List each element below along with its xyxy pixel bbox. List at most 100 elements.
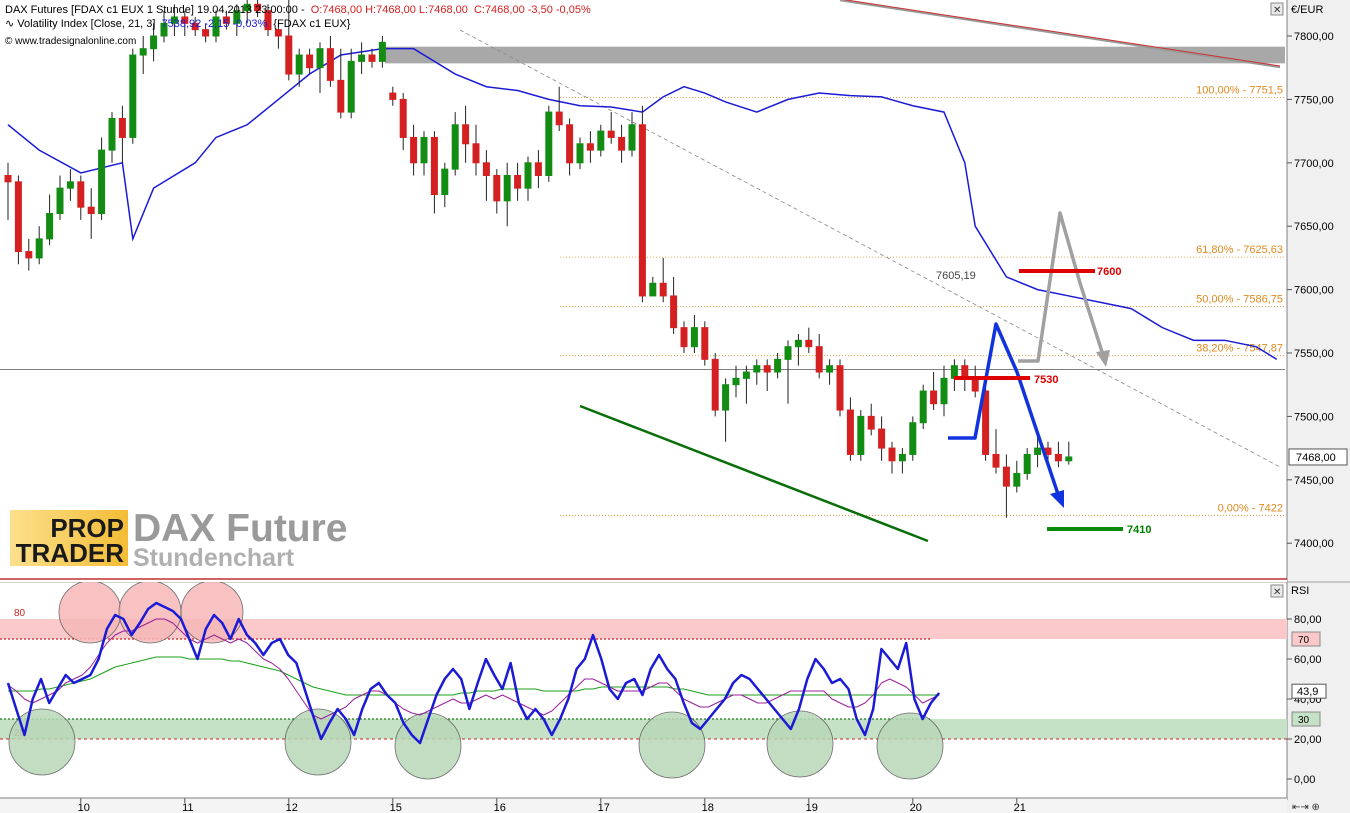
candle-body	[118, 117, 126, 138]
candle-body	[545, 111, 553, 176]
candle	[618, 124, 626, 163]
resistance-zone-band	[385, 46, 1285, 64]
candle	[1023, 448, 1031, 480]
candle-body	[482, 162, 490, 176]
time-tick-label: 11	[182, 802, 193, 813]
instrument-label: DAX Futures [FDAX c1 EUX 1 Stunde] 19.04…	[5, 4, 305, 16]
candle	[295, 48, 303, 87]
price-tick-label: 7750,00	[1294, 94, 1334, 106]
candle-body	[1023, 453, 1031, 474]
candle-body	[233, 10, 241, 24]
candle	[98, 137, 106, 220]
candle	[794, 333, 802, 366]
chart-subtitle: Stundenchart	[133, 544, 295, 572]
candle-body	[930, 390, 938, 405]
candle	[316, 42, 324, 94]
candle-body	[285, 35, 293, 75]
candle	[462, 105, 470, 163]
candle	[66, 169, 74, 201]
price-tick-label: 7550,00	[1294, 348, 1334, 360]
candle	[607, 112, 615, 144]
price-tick-label: 7800,00	[1294, 31, 1334, 43]
candle-body	[919, 390, 927, 424]
candle-body	[878, 428, 886, 449]
rsi-extreme-markers	[0, 580, 1287, 780]
price-axis[interactable]: 7800,00 7750,00 7700,00 7650,00 7600,00 7550,…	[1287, 31, 1348, 550]
candle-body	[597, 130, 605, 151]
candle-body	[690, 327, 698, 348]
candle-body	[66, 181, 74, 189]
candle	[722, 378, 730, 442]
candle-body	[181, 16, 189, 24]
rsi-os-box	[1291, 711, 1321, 727]
candle	[358, 42, 366, 75]
trendlines	[459, 0, 1281, 543]
candle	[139, 36, 147, 75]
candle	[181, 10, 189, 36]
candle	[576, 137, 584, 170]
support-trendline	[579, 404, 929, 543]
fib-level-label: 61,80% - 7625,63	[1196, 244, 1283, 256]
candle	[430, 131, 438, 214]
candle-body	[441, 168, 449, 195]
candle	[347, 48, 355, 119]
candle-body	[898, 453, 906, 462]
candle	[264, 4, 272, 36]
candle-body	[670, 295, 678, 329]
volatility-index-series	[7, 47, 1278, 360]
candle-body	[618, 136, 626, 151]
candle-body	[1034, 447, 1042, 455]
rsi-pane-close-button[interactable]	[1270, 584, 1284, 598]
time-axis[interactable]: 10 11 12 15 16 17 18 19 20 21	[78, 798, 1026, 813]
grey-projection-path	[1018, 211, 1106, 363]
time-tick-label: 16	[494, 802, 506, 813]
candle	[628, 112, 636, 157]
rsi-ob-box	[1291, 631, 1321, 647]
rsi-lines	[6, 601, 941, 745]
rsi-os-label: 30	[1298, 715, 1310, 726]
volatility-index-line	[7, 47, 1278, 360]
candle	[1054, 441, 1062, 468]
candle	[368, 48, 376, 68]
oversold-marker	[766, 710, 834, 778]
candle-body	[909, 422, 917, 455]
candle-body	[35, 238, 43, 259]
candle-body	[607, 130, 615, 138]
candle	[25, 238, 33, 271]
close-icon[interactable]: ✕	[1273, 5, 1281, 16]
candle	[285, 0, 293, 81]
candle-body	[701, 327, 709, 360]
candle-body	[638, 124, 646, 297]
candle	[888, 441, 896, 474]
oversold-marker	[876, 712, 944, 780]
candle	[243, 0, 251, 24]
candle-body	[732, 377, 740, 386]
candle-body	[87, 206, 95, 215]
time-tick-label: 18	[702, 802, 714, 813]
candle-body	[378, 41, 386, 62]
candle	[992, 429, 1000, 474]
candle	[326, 36, 334, 87]
candle-body	[129, 54, 137, 138]
long-term-trendline	[843, 0, 1281, 67]
candle	[940, 365, 948, 417]
resistance-zone	[0, 46, 1285, 370]
price-tick-label: 7600,00	[1294, 285, 1334, 297]
candle-body	[368, 54, 376, 62]
fib-level-label: 0,00% - 7422	[1218, 502, 1283, 514]
candle	[337, 48, 345, 119]
candle-body	[462, 124, 470, 145]
close-icon[interactable]: ✕	[1273, 587, 1281, 598]
candle	[410, 124, 418, 176]
candle-body	[160, 22, 168, 37]
candle	[701, 321, 709, 366]
zoom-arrows-icon[interactable]: ⇤⇥ ⊕	[1292, 802, 1320, 813]
last-price-box	[1288, 448, 1348, 466]
candle	[222, 10, 230, 30]
candle	[826, 359, 834, 385]
candle-body	[25, 251, 33, 259]
time-axis-bg	[0, 798, 1287, 813]
pane-close-button[interactable]	[1270, 2, 1284, 16]
candle	[472, 124, 480, 176]
